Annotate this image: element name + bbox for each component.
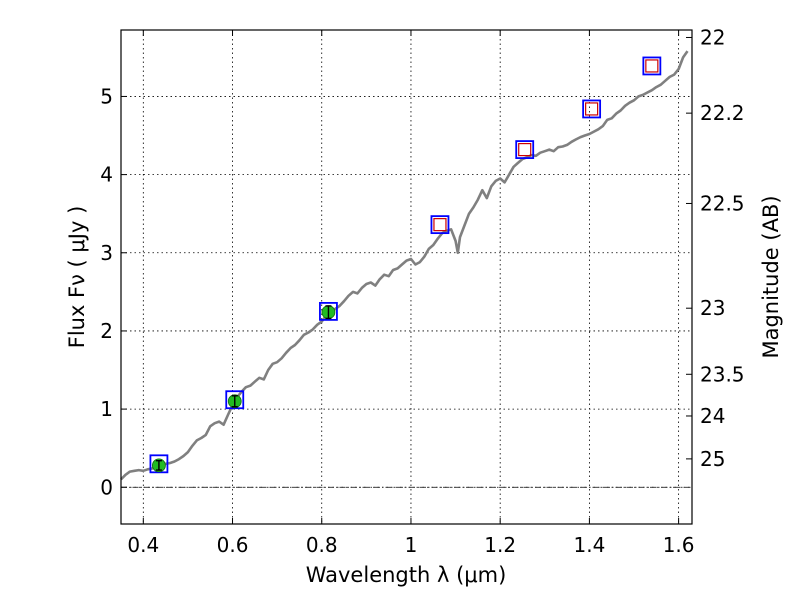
- x-tick-label: 0.6: [217, 533, 249, 557]
- y-tick-label: 2: [100, 319, 113, 343]
- y-tick-label: 3: [100, 241, 113, 265]
- grid: [121, 30, 692, 524]
- x-axis-label: Wavelength λ (μm): [306, 563, 507, 587]
- upper-limit-marker: [585, 102, 599, 116]
- plot-frame: [120, 29, 693, 525]
- upper-limit-marker: [518, 142, 532, 157]
- y-tick-label: 5: [100, 84, 113, 108]
- model-square-marker: [642, 56, 662, 76]
- y2-axis-label: Magnitude (AB): [759, 195, 783, 358]
- model-square-marker: [149, 454, 169, 474]
- y-tick-label: 1: [100, 397, 113, 421]
- x-tick-label: 1.6: [663, 533, 695, 557]
- tick-labels: 0.4 0.6 0.8 1 1.2 1.4 1.60123452222.222.52323.…: [100, 25, 744, 557]
- x-tick-label: 0.8: [306, 533, 338, 557]
- upper-limit-marker: [433, 218, 447, 232]
- x-tick-label: 1: [405, 533, 418, 557]
- model-square-marker: [225, 390, 245, 410]
- ticks: [121, 30, 692, 524]
- y-tick-label: 0: [100, 475, 113, 499]
- y2-tick-label: 22: [700, 25, 725, 49]
- y2-tick-label: 23: [700, 296, 725, 320]
- y2-tick-label: 25: [700, 447, 725, 471]
- model-square-marker: [430, 215, 450, 235]
- model-square-marker: [515, 140, 535, 159]
- model-square-marker: [582, 99, 602, 119]
- model-square-marker: [319, 301, 338, 321]
- y2-tick-label: 22.5: [700, 191, 745, 215]
- y-tick-label: 4: [100, 163, 113, 187]
- x-tick-label: 1.2: [484, 533, 516, 557]
- y-axis-label: Flux Fν ( μJy ): [65, 206, 89, 349]
- y2-tick-label: 22.2: [700, 101, 745, 125]
- x-tick-label: 1.4: [573, 533, 605, 557]
- y2-tick-label: 24: [700, 404, 725, 428]
- upper-limit-marker: [645, 59, 659, 73]
- spectrum-line: [120, 50, 689, 481]
- y2-tick-label: 23.5: [700, 362, 745, 386]
- x-tick-label: 0.4: [127, 533, 159, 557]
- markers: [149, 56, 662, 474]
